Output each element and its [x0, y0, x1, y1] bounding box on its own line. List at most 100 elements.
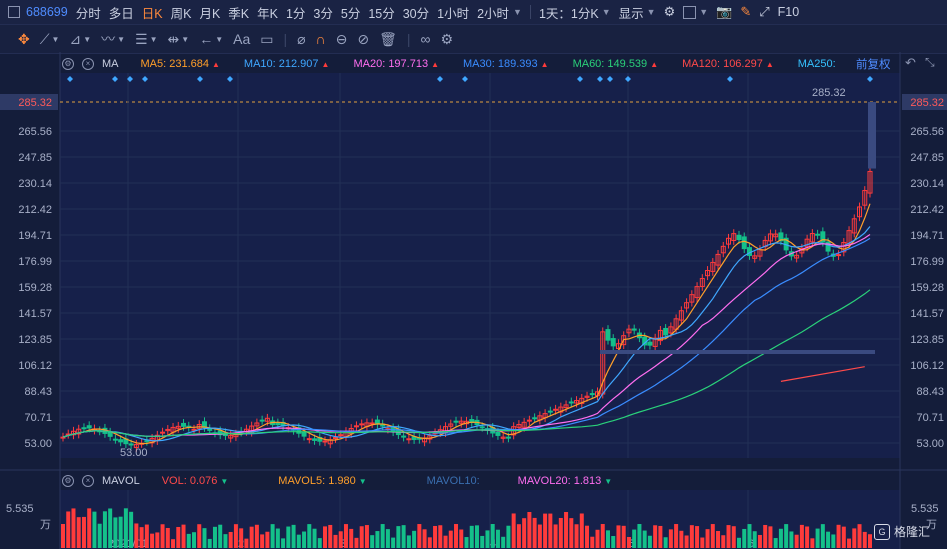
candle-body — [144, 440, 150, 443]
camera-icon[interactable]: 📷 — [716, 4, 733, 19]
candle-body — [647, 341, 653, 346]
crosshair-icon[interactable]: ✥ — [18, 30, 30, 47]
chevron-down-icon[interactable]: ▼ — [513, 7, 522, 17]
gear-icon[interactable]: ⚙ — [663, 4, 676, 19]
candle-body — [181, 422, 187, 427]
tab-period-11[interactable]: 30分 — [402, 6, 430, 21]
adjust-button[interactable]: 前复权 — [856, 59, 891, 71]
price-label-left: 141.57 — [18, 308, 52, 320]
volume-bar — [71, 508, 76, 548]
tab-period-12[interactable]: 1小时 — [437, 6, 470, 21]
tab-period-1[interactable]: 多日 — [108, 6, 134, 21]
volume-bar — [501, 536, 506, 548]
lock-icon[interactable]: ⊖ — [335, 30, 348, 47]
f10-button[interactable]: F10 — [777, 5, 800, 19]
ma-line — [62, 234, 871, 438]
x-axis-label: 2021/01 — [108, 538, 148, 549]
candle-body — [359, 423, 365, 426]
chevron-down-icon[interactable]: ▼ — [117, 34, 126, 44]
hide-icon[interactable]: ⊘ — [357, 30, 370, 47]
tab-period-10[interactable]: 15分 — [368, 6, 395, 21]
chevron-down-icon[interactable]: ▼ — [699, 7, 709, 17]
channel-tool-icon[interactable]: ⊿ — [69, 30, 82, 47]
tab-period-5[interactable]: 季K — [228, 6, 250, 21]
stock-symbol[interactable]: 688699 — [26, 5, 68, 19]
chevron-down-icon[interactable]: ▼ — [149, 34, 158, 44]
window-icon[interactable] — [8, 6, 20, 18]
tab-period-8[interactable]: 3分 — [313, 6, 333, 21]
candle-body — [867, 170, 873, 194]
chevron-down-icon[interactable]: ▼ — [646, 7, 656, 17]
volume-bar — [134, 523, 139, 548]
candle-body — [542, 413, 548, 419]
candle-body — [380, 423, 386, 427]
tab-period-9[interactable]: 5分 — [340, 6, 361, 21]
wave-tool-icon[interactable]: 〰 — [101, 31, 116, 47]
volume-bar — [312, 528, 317, 548]
settings-icon[interactable]: ⚙ — [440, 30, 454, 47]
chevron-down-icon[interactable]: ▼ — [215, 34, 224, 44]
mavol10-value: MAVOL10: — [426, 475, 480, 487]
candle-body — [474, 419, 480, 425]
candle-body — [86, 425, 92, 429]
ma10-value: MA10: 212.907 — [243, 58, 319, 70]
pencil-icon[interactable]: ✎ — [740, 4, 752, 19]
undo-icon[interactable]: ↶ — [905, 55, 916, 70]
zoom-icon[interactable]: ⤡ — [925, 55, 935, 69]
fib-tool-icon[interactable]: ☰ — [135, 30, 148, 47]
volume-bar — [171, 539, 176, 548]
volume-bar — [459, 529, 464, 548]
trash-icon[interactable]: 🗑 — [379, 30, 397, 47]
event-marker-icon — [142, 76, 148, 82]
line-tool-icon[interactable]: ⟋ — [39, 30, 50, 47]
candle-body — [201, 421, 207, 428]
settings-icon[interactable]: ⚙ — [62, 475, 74, 487]
volume-bar — [537, 524, 542, 548]
tab-period-13[interactable]: 2小时 — [477, 6, 510, 21]
tab-period-6[interactable]: 年K — [257, 6, 278, 21]
price-label-right: 265.56 — [910, 126, 944, 138]
volume-bar — [265, 531, 270, 548]
checkbox-icon[interactable] — [683, 5, 697, 19]
tab-period-4[interactable]: 月K — [199, 6, 221, 21]
chevron-down-icon[interactable]: ▼ — [601, 7, 611, 17]
settings-icon[interactable]: ⚙ — [62, 58, 74, 70]
candle-body — [558, 406, 564, 413]
candle-body — [736, 234, 742, 241]
volume-bar — [359, 526, 364, 548]
text-tool-icon[interactable]: Aa — [233, 31, 251, 47]
ma20-value: MA20: 197.713 — [353, 58, 429, 70]
magnet-icon[interactable]: ∩ — [315, 31, 326, 47]
up-triangle-icon: ▲ — [321, 59, 330, 69]
volume-bar — [113, 517, 118, 548]
tab-period-7[interactable]: 1分 — [285, 6, 306, 21]
chevron-down-icon[interactable]: ▼ — [51, 34, 60, 44]
measure-tool-icon[interactable]: ⇹ — [167, 30, 180, 47]
tab-period-0[interactable]: 分时 — [75, 6, 101, 21]
link-icon[interactable]: ∞ — [420, 31, 431, 47]
volume-bar — [831, 534, 836, 548]
close-icon[interactable]: × — [82, 475, 94, 487]
event-marker-icon — [727, 76, 733, 82]
close-icon[interactable]: × — [82, 58, 94, 70]
volume-bar — [176, 526, 181, 548]
candle-body — [547, 410, 553, 413]
comment-tool-icon[interactable]: ▭ — [260, 30, 274, 47]
range-select[interactable]: 1天：1分K — [538, 6, 599, 21]
candle-body — [212, 432, 218, 435]
tab-period-3[interactable]: 周K — [170, 6, 192, 21]
volume-bar — [207, 538, 212, 548]
price-label-left: 230.14 — [18, 178, 52, 190]
chevron-down-icon[interactable]: ▼ — [181, 34, 190, 44]
eraser-icon[interactable]: ⌀ — [297, 30, 306, 47]
tab-period-2[interactable]: 日K — [141, 6, 163, 21]
chevron-down-icon[interactable]: ▼ — [83, 34, 92, 44]
volume-bar — [102, 511, 107, 548]
candle-body — [97, 430, 103, 433]
expand-icon[interactable]: ⤢ — [759, 4, 770, 19]
watermark: G 格隆汇 — [874, 523, 930, 540]
volume-bar — [150, 533, 155, 548]
arrow-tool-icon[interactable]: ← — [199, 31, 214, 47]
display-menu[interactable]: 显示 — [618, 6, 644, 21]
